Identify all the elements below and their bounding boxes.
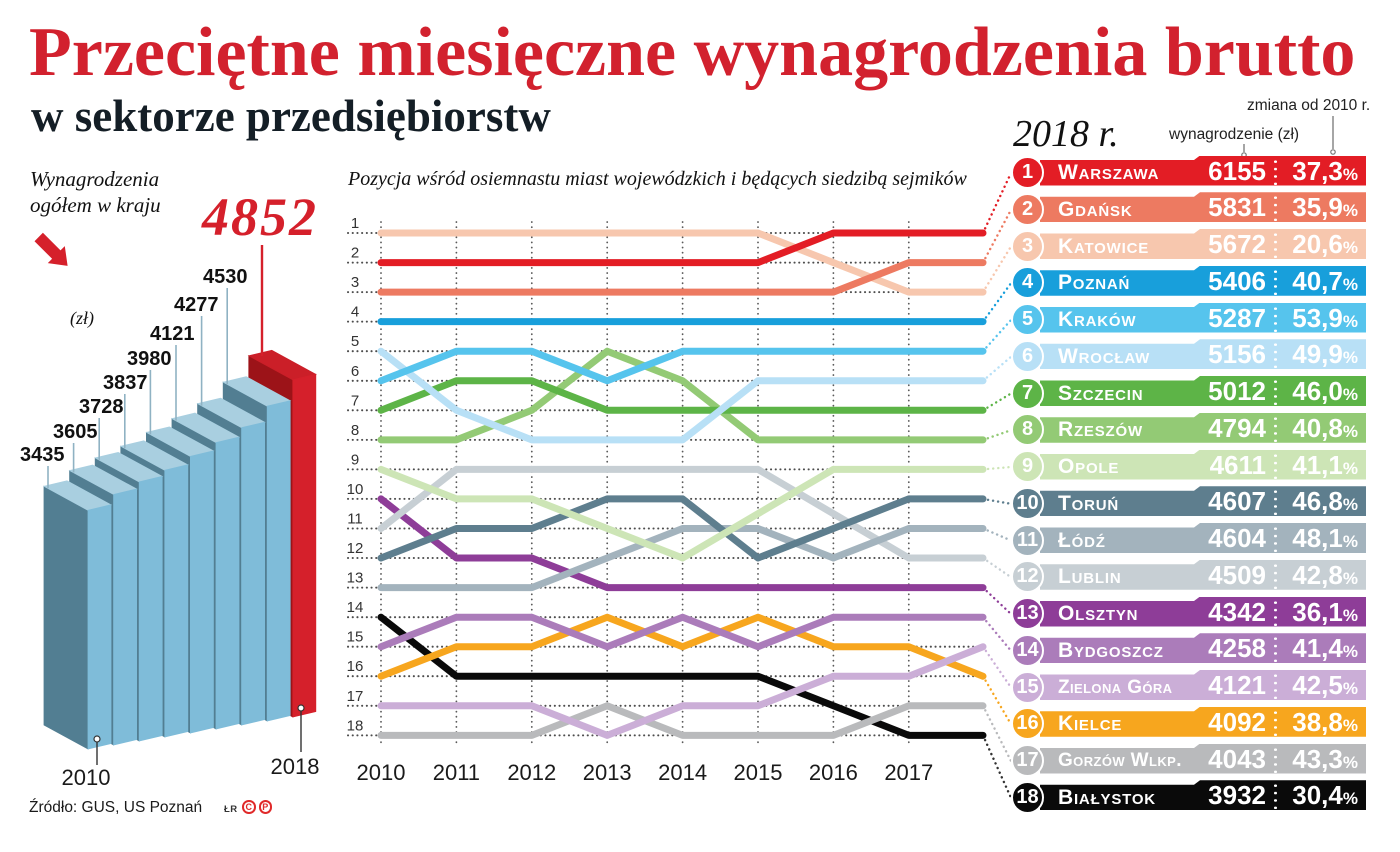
svg-text:9: 9 [351,451,359,468]
svg-text:10: 10 [347,481,364,498]
svg-text:3837: 3837 [103,372,148,394]
svg-text:18: 18 [347,717,364,734]
svg-text:11: 11 [347,511,363,528]
svg-text:2016: 2016 [809,760,858,785]
svg-text:3605: 3605 [53,421,98,443]
svg-text:13: 13 [347,570,364,587]
svg-text:8: 8 [351,422,359,439]
svg-text:3435: 3435 [20,444,65,466]
svg-text:2: 2 [351,245,359,262]
svg-text:5: 5 [351,333,359,350]
svg-text:1: 1 [351,215,359,232]
svg-text:2010: 2010 [62,765,111,790]
svg-text:4530: 4530 [203,266,248,288]
svg-text:17: 17 [347,688,364,705]
svg-text:6: 6 [351,363,359,380]
svg-text:4121: 4121 [150,323,195,345]
svg-text:4277: 4277 [174,294,219,316]
svg-text:3728: 3728 [79,396,124,418]
svg-text:7: 7 [351,392,359,409]
svg-text:16: 16 [347,658,364,675]
svg-text:12: 12 [347,540,364,557]
svg-text:2015: 2015 [734,760,783,785]
svg-text:3: 3 [351,274,359,291]
svg-text:2012: 2012 [507,760,556,785]
svg-text:2013: 2013 [583,760,632,785]
svg-text:3980: 3980 [127,348,172,370]
svg-text:2014: 2014 [658,760,707,785]
svg-text:2018: 2018 [271,754,320,779]
svg-text:2010: 2010 [357,760,406,785]
svg-text:14: 14 [347,599,364,616]
svg-text:15: 15 [347,629,364,646]
svg-text:2017: 2017 [884,760,933,785]
svg-text:2011: 2011 [433,760,480,785]
svg-text:4: 4 [351,304,359,321]
